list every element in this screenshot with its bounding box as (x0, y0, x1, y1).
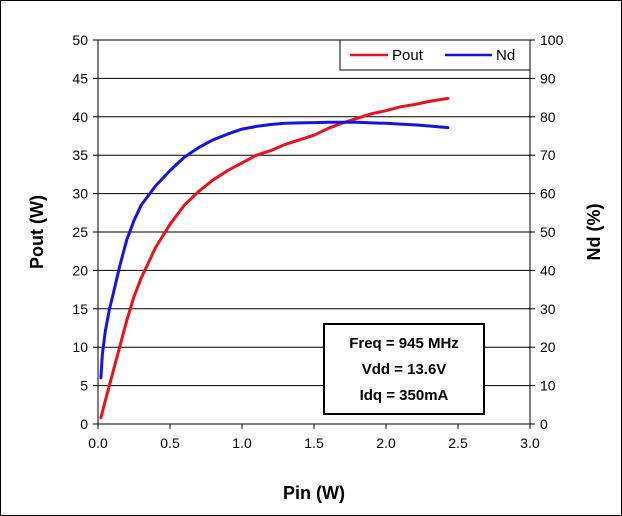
conditions-idq: Idq = 350mA (360, 387, 449, 404)
y2-tick-label: 100 (540, 32, 564, 48)
y2-tick-label: 30 (540, 301, 556, 317)
conditions-frame (323, 323, 485, 415)
y2-tick-labels: 0 10 20 30 40 50 60 70 80 90 100 (540, 32, 564, 432)
x-axis-title: Pin (W) (283, 483, 345, 503)
x-tick-label: 1.5 (304, 435, 324, 451)
y-tick-labels: 0 5 10 15 20 25 30 35 40 45 50 (72, 32, 88, 432)
x-tick-label: 2.5 (448, 435, 468, 451)
x-tick-label: 3.0 (520, 435, 540, 451)
y2-tick-label: 60 (540, 186, 556, 202)
legend-label-nd: Nd (496, 47, 515, 64)
y-tick-label: 20 (72, 262, 88, 278)
y2-tick-label: 0 (540, 416, 548, 432)
y2-tick-label: 70 (540, 147, 556, 163)
x-tick-label: 1.0 (232, 435, 252, 451)
x-tick-labels: 0.0 0.5 1.0 1.5 2.0 2.5 3.0 (88, 435, 540, 451)
y-tick-label: 5 (80, 378, 88, 394)
y2-tick-label: 90 (540, 70, 556, 86)
y-tick-label: 15 (72, 301, 88, 317)
y-tick-label: 35 (72, 147, 88, 163)
y2-tick-label: 20 (540, 339, 556, 355)
conditions-box: Freq = 945 MHz Vdd = 13.6V Idq = 350mA (323, 323, 485, 415)
tick-marks (93, 39, 535, 429)
y-tick-label: 30 (72, 186, 88, 202)
series-line-nd (99, 120, 450, 380)
y-tick-label: 10 (72, 339, 88, 355)
y2-tick-label: 50 (540, 224, 556, 240)
y-tick-label: 40 (72, 109, 88, 125)
x-tick-label: 0.5 (160, 435, 180, 451)
y-tick-label: 25 (72, 224, 88, 240)
y-axis-title: Pout (W) (27, 195, 47, 269)
legend-label-pout: Pout (392, 47, 424, 64)
y2-axis-title: Nd (%) (584, 204, 604, 261)
y-tick-label: 50 (72, 32, 88, 48)
series-line-pout (99, 96, 450, 420)
y2-tick-label: 40 (540, 262, 556, 278)
x-tick-label: 0.0 (88, 435, 108, 451)
y-tick-label: 45 (72, 70, 88, 86)
series-lines (99, 96, 450, 420)
x-tick-label: 2.0 (376, 435, 396, 451)
y2-tick-label: 10 (540, 378, 556, 394)
conditions-vdd: Vdd = 13.6V (362, 361, 447, 378)
conditions-freq: Freq = 945 MHz (349, 335, 459, 352)
legend: Pout Nd (339, 39, 531, 71)
y2-tick-label: 80 (540, 109, 556, 125)
y-tick-label: 0 (80, 416, 88, 432)
